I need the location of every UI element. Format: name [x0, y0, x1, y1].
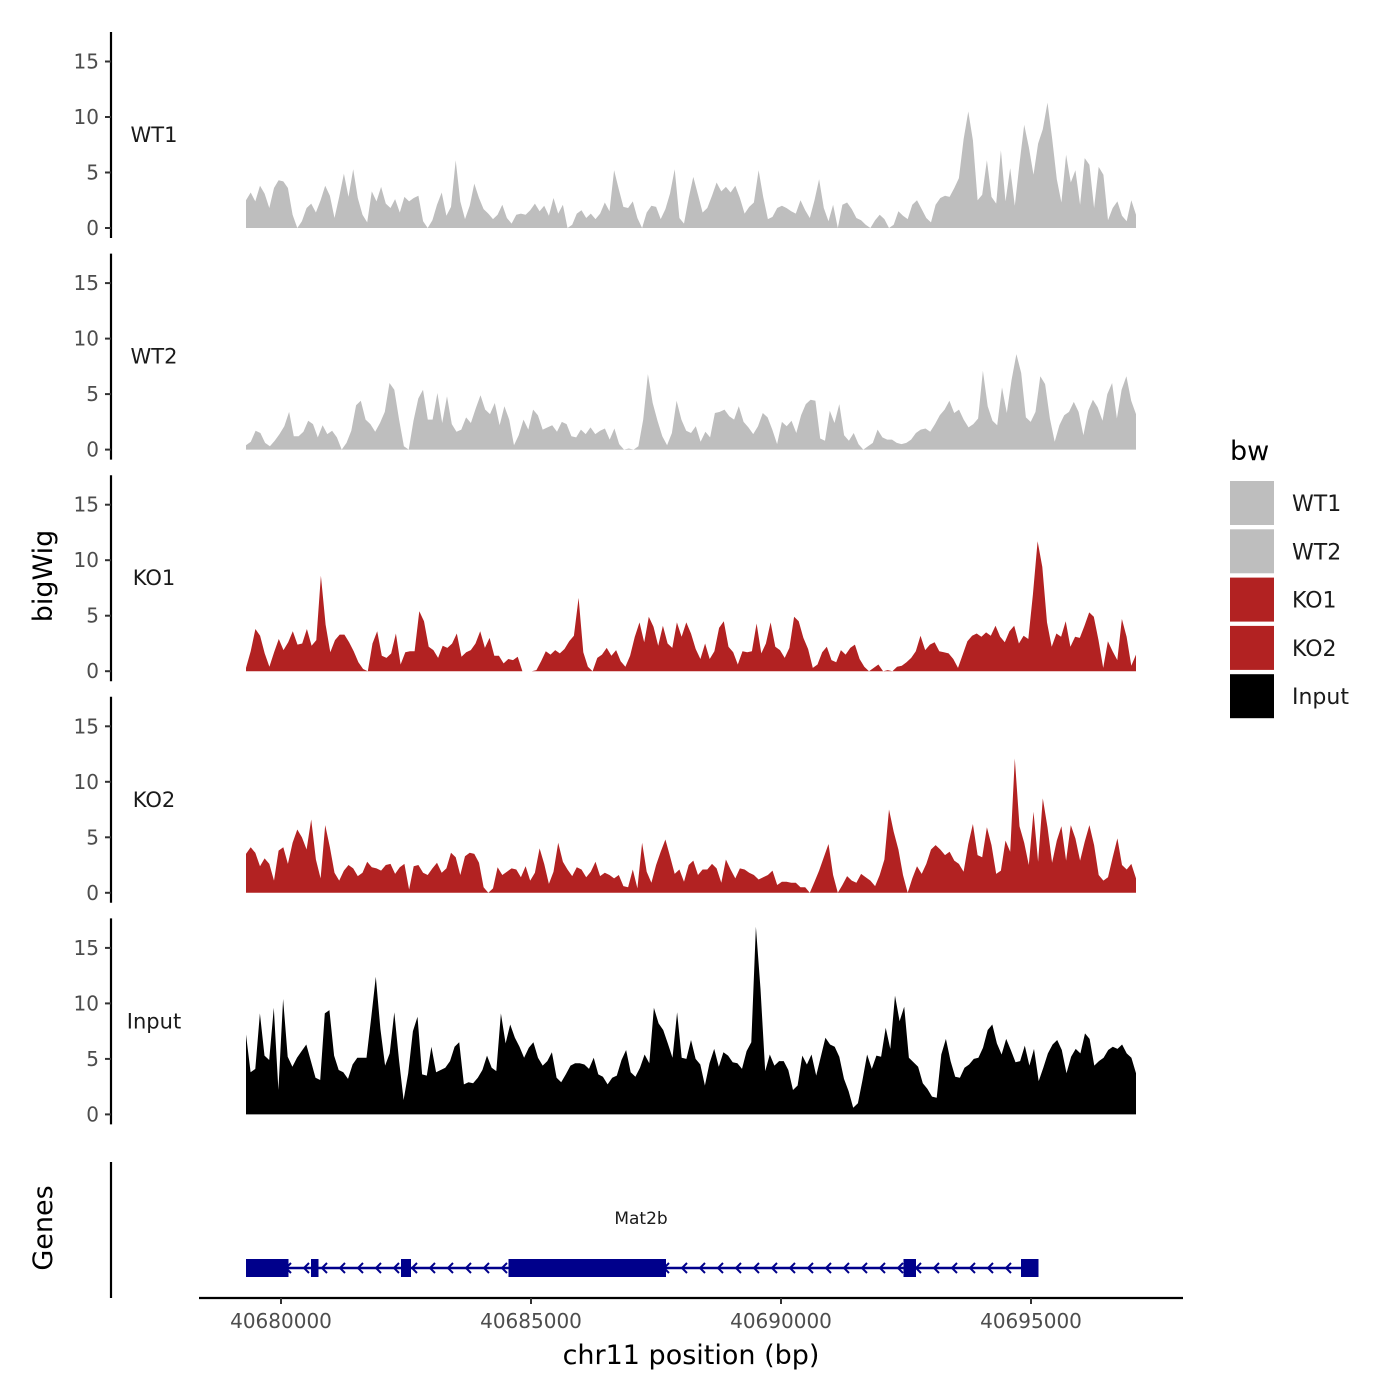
legend-label-wt2: WT2	[1292, 540, 1341, 565]
strand-arrow	[788, 1262, 796, 1274]
coverage-tracks: 0 5 10 15 WT1 0 5 10 15 WT2 0 5 10 15 KO1 0 5 10 15 KO2 0 5 10…	[74, 32, 1136, 1126]
track-label-ko1: KO1	[133, 566, 176, 590]
legend-label-ko1: KO1	[1292, 589, 1337, 614]
track-ko1: 0 5 10 15 KO1	[74, 475, 1136, 683]
y-tick-label: 10	[74, 770, 99, 794]
y-tick-label: 15	[74, 50, 99, 74]
y-tick-label: 10	[74, 548, 99, 572]
strand-arrow	[806, 1262, 814, 1274]
strand-arrow	[482, 1262, 490, 1274]
gene-exon	[401, 1259, 411, 1277]
strand-arrow	[500, 1262, 508, 1274]
strand-arrow	[410, 1262, 418, 1274]
strand-arrow	[1004, 1262, 1012, 1274]
x-axis-label: chr11 position (bp)	[563, 1340, 820, 1371]
strand-arrow	[932, 1262, 940, 1274]
strand-arrow	[824, 1262, 832, 1274]
gene-exon	[1021, 1259, 1039, 1277]
strand-arrow	[680, 1262, 688, 1274]
y-tick-label: 15	[74, 714, 99, 738]
strand-arrow	[950, 1262, 958, 1274]
x-tick-label: 40690000	[730, 1309, 832, 1333]
legend-label-input: Input	[1292, 685, 1349, 710]
coverage-area-ko1	[246, 541, 1136, 672]
genes-track-label: Genes	[28, 1185, 59, 1270]
x-tick-label: 40685000	[480, 1309, 582, 1333]
y-tick-label: 0	[86, 1102, 99, 1126]
y-tick-label: 10	[74, 105, 99, 129]
strand-arrow	[302, 1262, 310, 1274]
x-axis: chr11 position (bp) 40680000 40685000 4069…	[199, 1296, 1183, 1371]
strand-arrow	[968, 1262, 976, 1274]
track-label-ko2: KO2	[133, 788, 176, 812]
x-tick-label: 40695000	[980, 1309, 1082, 1333]
track-label-wt2: WT2	[131, 345, 178, 369]
y-tick-label: 5	[86, 1047, 99, 1071]
strand-arrow	[986, 1262, 994, 1274]
gene-exon	[508, 1259, 666, 1277]
track-wt2: 0 5 10 15 WT2	[74, 253, 1136, 462]
legend-label-wt1: WT1	[1292, 492, 1341, 517]
legend-swatch-ko1	[1230, 577, 1274, 622]
strand-arrow	[356, 1262, 364, 1274]
strand-arrow	[752, 1262, 760, 1274]
track-input: 0 5 10 15 Input	[74, 918, 1136, 1126]
genes-track: Genes Mat2b	[28, 1162, 1039, 1298]
y-tick-label: 0	[86, 659, 99, 683]
coverage-area-wt1	[246, 102, 1136, 228]
y-tick-label: 15	[74, 936, 99, 960]
y-axis-label: bigWig	[28, 530, 59, 623]
y-tick-label: 10	[74, 327, 99, 351]
strand-arrow	[770, 1262, 778, 1274]
legend-label-ko2: KO2	[1292, 637, 1337, 662]
track-wt1: 0 5 10 15 WT1	[74, 32, 1136, 240]
strand-arrow	[392, 1262, 400, 1274]
legend-title: bw	[1230, 436, 1269, 467]
x-tick-label: 40680000	[230, 1309, 332, 1333]
strand-arrow	[374, 1262, 382, 1274]
y-tick-label: 5	[86, 604, 99, 628]
strand-arrow	[716, 1262, 724, 1274]
legend-swatch-ko2	[1230, 625, 1274, 670]
y-tick-label: 0	[86, 881, 99, 905]
y-tick-label: 15	[74, 493, 99, 517]
y-tick-label: 5	[86, 825, 99, 849]
legend-swatch-wt2	[1230, 529, 1274, 574]
gene-exon	[311, 1259, 319, 1277]
gene-exon	[246, 1259, 289, 1277]
y-tick-label: 10	[74, 991, 99, 1015]
legend-swatch-wt1	[1230, 481, 1274, 525]
track-label-wt1: WT1	[131, 123, 178, 147]
y-tick-label: 0	[86, 216, 99, 240]
strand-arrow	[464, 1262, 472, 1274]
y-tick-label: 0	[86, 438, 99, 462]
strand-arrow	[320, 1262, 328, 1274]
coverage-area-ko2	[246, 758, 1136, 893]
track-ko2: 0 5 10 15 KO2	[74, 696, 1136, 905]
strand-arrow	[698, 1262, 706, 1274]
y-tick-label: 5	[86, 382, 99, 406]
coverage-area-wt2	[246, 354, 1136, 450]
y-tick-label: 5	[86, 161, 99, 185]
gene-exon	[903, 1259, 916, 1277]
strand-arrow	[734, 1262, 742, 1274]
strand-arrow	[842, 1262, 850, 1274]
coverage-area-input	[246, 926, 1136, 1115]
gene-name-label: Mat2b	[614, 1209, 667, 1229]
strand-arrow	[896, 1262, 904, 1274]
strand-arrow	[338, 1262, 346, 1274]
y-axis-title: bigWig	[28, 530, 59, 623]
strand-arrow	[878, 1262, 886, 1274]
strand-arrow	[860, 1262, 868, 1274]
legend-swatch-input	[1230, 674, 1274, 719]
y-tick-label: 15	[74, 271, 99, 295]
strand-arrow	[428, 1262, 436, 1274]
track-label-input: Input	[127, 1009, 181, 1033]
strand-arrow	[446, 1262, 454, 1274]
legend: bw WT1 WT2 KO1 KO2 Input	[1230, 436, 1349, 719]
